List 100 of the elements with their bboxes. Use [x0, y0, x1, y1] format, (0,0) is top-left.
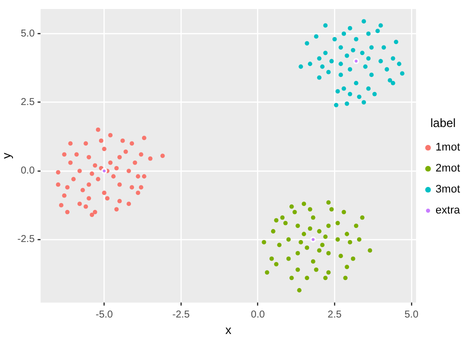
legend-label: 1mot: [436, 142, 460, 154]
point: [375, 28, 380, 34]
point: [344, 53, 350, 58]
point: [317, 229, 322, 234]
point: [56, 170, 60, 174]
point: [368, 248, 372, 253]
point: [353, 58, 360, 64]
legend-title: label: [430, 116, 456, 130]
point: [354, 224, 358, 228]
legend-label: 3mot: [436, 184, 460, 196]
point: [80, 188, 85, 192]
point: [338, 62, 343, 66]
point: [360, 215, 364, 220]
point: [298, 240, 304, 244]
point: [269, 256, 274, 261]
point: [342, 31, 346, 36]
point: [148, 156, 153, 161]
point: [378, 58, 383, 64]
point: [314, 34, 318, 39]
point: [62, 193, 66, 198]
point: [86, 182, 92, 187]
point: [283, 220, 288, 226]
point: [117, 154, 122, 160]
point: [310, 259, 316, 264]
point: [378, 23, 383, 28]
point: [366, 31, 371, 36]
point: [101, 168, 108, 174]
point: [296, 251, 300, 256]
point: [304, 276, 310, 280]
point: [96, 128, 100, 132]
x-tick-label: -5.0: [96, 309, 114, 320]
point: [323, 50, 328, 56]
point: [136, 190, 140, 196]
point: [317, 248, 322, 253]
point: [320, 242, 325, 248]
point: [344, 232, 350, 236]
point: [130, 141, 134, 146]
point: [68, 141, 73, 146]
point: [390, 80, 396, 86]
point: [86, 154, 92, 160]
point: [277, 242, 282, 248]
point: [332, 36, 337, 42]
x-tick-label: 2.5: [328, 309, 342, 320]
point: [114, 207, 119, 212]
point: [338, 254, 343, 258]
point: [264, 270, 270, 275]
point: [102, 146, 106, 152]
x-tick-label: 0.0: [250, 309, 266, 320]
point: [354, 36, 358, 42]
point: [342, 86, 346, 91]
point: [308, 207, 312, 212]
point: [105, 196, 110, 201]
point: [111, 174, 116, 179]
point: [388, 78, 392, 83]
point: [274, 218, 278, 222]
point: [90, 212, 94, 217]
point: [108, 133, 113, 138]
point: [366, 86, 371, 91]
point: [304, 41, 310, 46]
point: [384, 67, 390, 72]
point: [310, 215, 316, 220]
point: [289, 204, 294, 209]
point: [142, 174, 146, 179]
point: [270, 229, 276, 234]
point: [86, 196, 92, 201]
point: [117, 198, 122, 204]
point: [314, 267, 318, 272]
y-tick-label: 0.0: [20, 166, 36, 177]
y-tick-label: 5.0: [20, 28, 36, 40]
point: [348, 67, 352, 72]
point: [308, 226, 312, 231]
point: [357, 237, 362, 242]
point: [280, 215, 285, 220]
point: [329, 207, 334, 212]
point: [297, 288, 302, 292]
point: [68, 160, 73, 165]
point: [344, 101, 350, 106]
point: [326, 70, 331, 74]
point: [394, 40, 398, 44]
point: [102, 190, 106, 196]
point: [302, 202, 306, 206]
point: [138, 185, 144, 190]
point: [326, 200, 331, 205]
point: [382, 45, 386, 50]
x-axis-title: x: [225, 323, 232, 338]
point: [336, 220, 340, 226]
point: [120, 138, 125, 143]
point: [390, 56, 396, 61]
point: [65, 210, 70, 214]
point: [84, 141, 88, 146]
point: [126, 168, 131, 174]
point: [262, 240, 266, 244]
point: [308, 62, 312, 66]
y-tick-label: 2.5: [20, 97, 36, 108]
point: [77, 168, 82, 174]
point: [400, 71, 404, 76]
point: [326, 270, 331, 275]
point: [92, 210, 98, 214]
point: [348, 26, 352, 30]
x-tick-label: 5.0: [404, 309, 419, 320]
